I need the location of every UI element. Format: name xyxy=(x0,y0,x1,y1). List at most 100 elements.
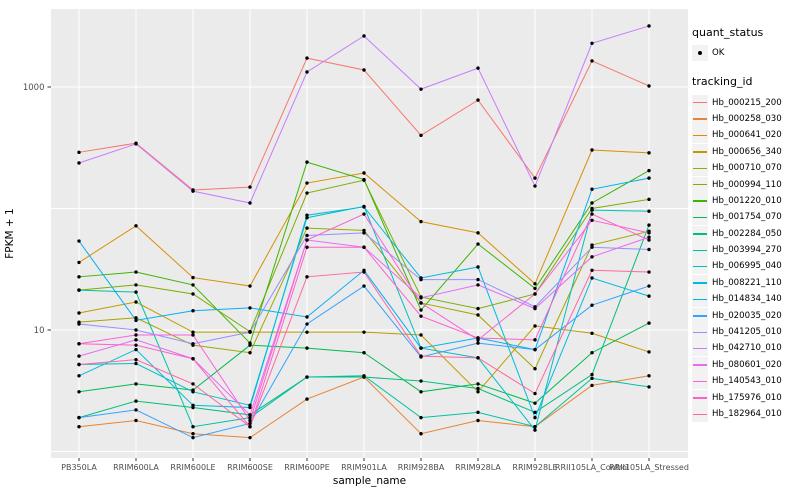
plot-area: PB350LA RRIM600LA RRIM600LE RRIM600SE RRIM60… xyxy=(4,9,689,487)
legend-label: Hb_175976_010 xyxy=(712,392,782,403)
data-point xyxy=(476,356,480,360)
data-point xyxy=(476,66,480,70)
data-point xyxy=(533,347,537,352)
data-point xyxy=(77,275,81,279)
line-icon xyxy=(693,413,707,415)
line-icon xyxy=(693,200,707,202)
legend-title-tracking-id: tracking_id xyxy=(692,75,753,89)
data-point xyxy=(647,294,651,298)
data-point xyxy=(419,277,423,282)
legend-label: Hb_000656_340 xyxy=(712,146,782,157)
data-point xyxy=(419,314,423,318)
data-point xyxy=(305,56,309,60)
legend-key-line xyxy=(692,192,708,209)
data-point xyxy=(134,357,138,362)
data-point xyxy=(191,333,195,337)
legend-item: Hb_001220_010 xyxy=(692,192,798,209)
legend-key-line xyxy=(692,143,708,160)
legend-key-line xyxy=(692,225,708,242)
legend-key-line xyxy=(692,389,708,406)
legend-label: Hb_000710_070 xyxy=(712,163,782,174)
data-point xyxy=(362,245,366,249)
data-point xyxy=(533,292,537,296)
legend-label: Hb_182964_010 xyxy=(712,409,782,419)
data-point xyxy=(305,70,309,74)
data-point xyxy=(590,59,594,63)
legend-quant-status: quant_status OK xyxy=(692,26,798,62)
legend-label: Hb_002284_050 xyxy=(712,228,782,239)
data-point xyxy=(362,34,366,38)
data-point xyxy=(134,270,138,274)
line-icon xyxy=(693,184,707,186)
data-point xyxy=(419,333,423,337)
data-point xyxy=(590,303,594,307)
legend-key-line xyxy=(692,176,708,193)
data-point xyxy=(476,418,480,423)
data-point xyxy=(305,160,309,164)
line-icon xyxy=(693,380,707,383)
data-point xyxy=(476,313,480,317)
data-point xyxy=(476,277,480,282)
data-point xyxy=(305,233,309,238)
data-point xyxy=(191,283,195,287)
data-point xyxy=(647,223,651,227)
legend-key-line xyxy=(692,291,708,308)
data-point xyxy=(647,235,651,239)
x-tick-label: RRIM901LA xyxy=(341,463,387,472)
data-point xyxy=(305,346,309,350)
data-point xyxy=(362,231,366,235)
data-point xyxy=(134,142,138,146)
data-point xyxy=(248,418,252,423)
data-point xyxy=(134,361,138,366)
data-point xyxy=(248,201,252,205)
data-point xyxy=(77,288,81,292)
legend-item: Hb_080601_020 xyxy=(692,356,798,373)
data-point xyxy=(476,410,480,415)
data-point xyxy=(134,290,138,294)
legend-label: Hb_140543_010 xyxy=(712,376,782,387)
legend-item: Hb_140543_010 xyxy=(692,373,798,390)
line-icon xyxy=(693,315,707,317)
legend-key-line xyxy=(692,160,708,177)
data-point xyxy=(590,148,594,152)
data-point xyxy=(647,176,651,180)
legend-item: Hb_020035_020 xyxy=(692,307,798,324)
data-point xyxy=(191,382,195,386)
legend-label: Hb_042710_010 xyxy=(712,343,782,354)
data-point xyxy=(134,316,138,320)
data-point xyxy=(533,415,537,420)
data-point xyxy=(305,397,309,401)
data-point xyxy=(362,351,366,355)
data-point xyxy=(191,342,195,346)
data-point xyxy=(590,255,594,259)
data-point xyxy=(533,176,537,180)
data-point xyxy=(476,265,480,269)
x-tick-label: RRIM600LA xyxy=(113,463,159,472)
legend-panel: quant_status OK tracking_id Hb_000215_20… xyxy=(692,26,798,436)
legend-label: Hb_000994_110 xyxy=(712,179,782,190)
data-point xyxy=(134,283,138,287)
line-icon xyxy=(693,102,707,104)
data-point xyxy=(248,343,252,347)
legend-item: Hb_006995_040 xyxy=(692,258,798,275)
line-icon xyxy=(693,364,707,366)
data-point xyxy=(533,306,537,311)
legend-key-line xyxy=(692,356,708,373)
legend-title-quant-status: quant_status xyxy=(692,26,764,39)
data-point xyxy=(77,362,81,367)
data-point xyxy=(476,390,480,394)
data-point xyxy=(476,341,480,345)
legend-label: OK xyxy=(712,48,725,59)
data-point xyxy=(248,284,252,288)
legend-label: Hb_008221_110 xyxy=(712,277,782,288)
data-point xyxy=(191,292,195,296)
legend-label: Hb_000258_030 xyxy=(712,113,782,124)
data-point xyxy=(362,330,366,334)
legend-tracking-id: tracking_id Hb_000215_200 Hb_000258_030 Hb… xyxy=(692,75,798,422)
legend-item: Hb_002284_050 xyxy=(692,225,798,242)
y-axis-title: FPKM + 1 xyxy=(4,208,16,258)
y-tick-label: 1000 xyxy=(23,83,45,93)
line-icon xyxy=(693,331,707,333)
line-icon xyxy=(693,249,707,251)
data-point xyxy=(77,390,81,394)
